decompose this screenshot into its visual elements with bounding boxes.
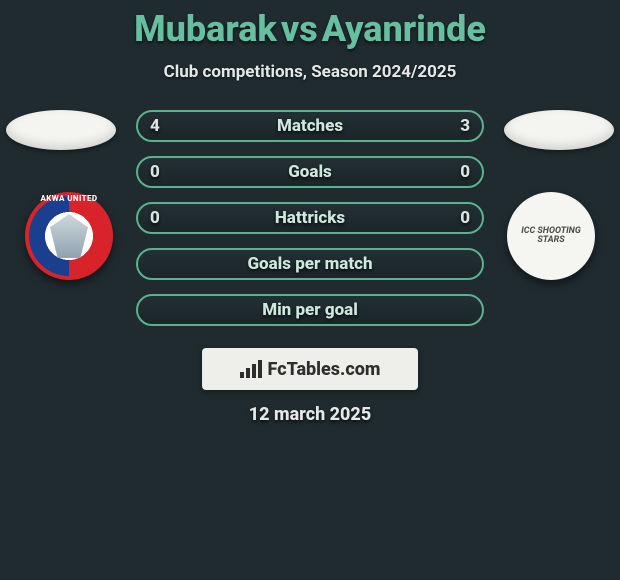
stat-right-value: 3 — [460, 116, 470, 136]
date-text: 12 march 2025 — [0, 404, 620, 425]
comparison-stage: AKWA UNITED ICC SHOOTING STARS 4 Matches… — [0, 110, 620, 370]
title-vs: vs — [281, 8, 318, 50]
club-badge-right: ICC SHOOTING STARS — [507, 192, 595, 280]
stat-row-hattricks: 0 Hattricks 0 — [136, 202, 484, 234]
stat-label: Hattricks — [275, 208, 345, 228]
bars-icon — [240, 360, 262, 378]
stat-row-goals: 0 Goals 0 — [136, 156, 484, 188]
flag-right-icon — [504, 110, 614, 150]
stat-left-value: 0 — [150, 162, 160, 182]
flag-left-icon — [6, 110, 116, 150]
stat-pills: 4 Matches 3 0 Goals 0 0 Hattricks 0 Goal… — [136, 110, 484, 340]
brand-text: FcTables.com — [268, 359, 381, 380]
stat-label: Min per goal — [262, 300, 358, 320]
club-badge-left-label: AKWA UNITED — [29, 194, 109, 203]
player2-name: Ayanrinde — [322, 8, 486, 50]
subtitle: Club competitions, Season 2024/2025 — [0, 62, 620, 82]
page-title: Mubarak vs Ayanrinde — [0, 0, 620, 50]
stat-left-value: 0 — [150, 208, 160, 228]
stat-left-value: 4 — [150, 116, 160, 136]
stat-row-matches: 4 Matches 3 — [136, 110, 484, 142]
stat-label: Goals per match — [247, 254, 372, 274]
stat-row-min-per-goal: Min per goal — [136, 294, 484, 326]
stat-right-value: 0 — [460, 162, 470, 182]
stat-row-goals-per-match: Goals per match — [136, 248, 484, 280]
stat-right-value: 0 — [460, 208, 470, 228]
player1-name: Mubarak — [134, 8, 277, 50]
club-badge-left: AKWA UNITED — [25, 192, 113, 280]
brand-plate: FcTables.com — [202, 348, 418, 390]
club-badge-right-label: ICC SHOOTING STARS — [513, 227, 589, 246]
stat-label: Matches — [277, 116, 343, 136]
stat-label: Goals — [288, 162, 332, 182]
